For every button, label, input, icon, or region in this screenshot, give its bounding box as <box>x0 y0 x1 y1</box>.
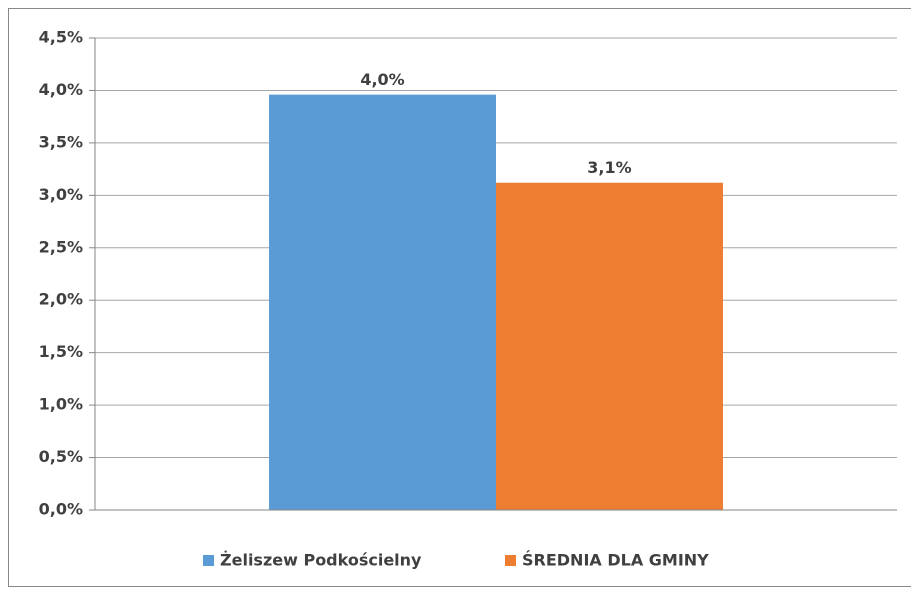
y-tick-label: 3,5% <box>39 132 83 151</box>
y-tick-label: 4,5% <box>39 28 83 47</box>
data-label: 3,1% <box>587 158 631 177</box>
bar <box>496 182 723 510</box>
legend-swatch <box>203 555 214 566</box>
data-label: 4,0% <box>360 70 404 89</box>
y-tick-label: 3,0% <box>39 185 83 204</box>
legend-label: ŚREDNIA DLA GMINY <box>522 551 709 570</box>
bar <box>269 94 496 510</box>
y-tick-label: 0,0% <box>39 500 83 519</box>
legend-swatch <box>505 555 516 566</box>
y-tick-label: 1,5% <box>39 342 83 361</box>
y-tick-label: 2,0% <box>39 290 83 309</box>
y-tick-label: 2,5% <box>39 237 83 256</box>
y-tick-label: 0,5% <box>39 447 83 466</box>
y-tick-label: 1,0% <box>39 395 83 414</box>
legend-label: Żeliszew Podkościelny <box>220 551 422 570</box>
y-tick-label: 4,0% <box>39 80 83 99</box>
